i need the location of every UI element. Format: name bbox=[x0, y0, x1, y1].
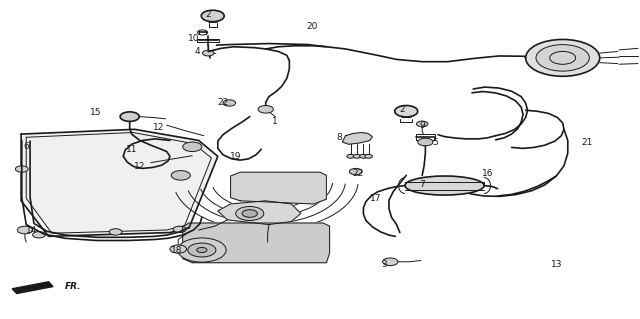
Circle shape bbox=[172, 171, 190, 180]
Circle shape bbox=[383, 258, 398, 266]
Text: 10: 10 bbox=[188, 34, 199, 43]
Circle shape bbox=[201, 10, 224, 22]
Circle shape bbox=[525, 40, 600, 76]
Text: 5: 5 bbox=[432, 137, 438, 146]
Text: 12: 12 bbox=[154, 123, 164, 132]
Circle shape bbox=[353, 154, 361, 158]
Text: 2: 2 bbox=[399, 105, 404, 114]
Text: 2: 2 bbox=[205, 10, 211, 19]
Text: 20: 20 bbox=[307, 22, 318, 31]
Text: 8: 8 bbox=[336, 133, 342, 142]
Text: 15: 15 bbox=[90, 108, 101, 117]
Text: 3: 3 bbox=[381, 260, 387, 270]
Polygon shape bbox=[342, 132, 372, 144]
Text: 12: 12 bbox=[134, 162, 145, 171]
Text: 11: 11 bbox=[126, 145, 138, 154]
Text: 16: 16 bbox=[481, 169, 493, 178]
Circle shape bbox=[33, 232, 45, 238]
Circle shape bbox=[120, 112, 140, 122]
Circle shape bbox=[170, 245, 186, 253]
Polygon shape bbox=[21, 129, 218, 236]
Polygon shape bbox=[182, 223, 330, 263]
Text: 7: 7 bbox=[419, 181, 425, 189]
Text: 17: 17 bbox=[371, 194, 382, 203]
Text: 21: 21 bbox=[581, 137, 593, 146]
Circle shape bbox=[236, 206, 264, 220]
Circle shape bbox=[173, 226, 186, 233]
Ellipse shape bbox=[405, 176, 484, 195]
Circle shape bbox=[15, 166, 28, 172]
Circle shape bbox=[349, 168, 362, 175]
Text: 1: 1 bbox=[273, 117, 278, 126]
Text: 6: 6 bbox=[24, 142, 29, 151]
Polygon shape bbox=[230, 172, 326, 204]
Text: FR.: FR. bbox=[65, 282, 81, 291]
Circle shape bbox=[536, 45, 589, 71]
Circle shape bbox=[258, 106, 273, 113]
Text: 22: 22 bbox=[353, 169, 364, 178]
Text: 13: 13 bbox=[550, 260, 562, 270]
Text: 14: 14 bbox=[26, 226, 37, 234]
Circle shape bbox=[188, 243, 216, 257]
Circle shape bbox=[418, 138, 433, 146]
Circle shape bbox=[109, 229, 122, 235]
Circle shape bbox=[347, 154, 355, 158]
Circle shape bbox=[242, 210, 257, 217]
Circle shape bbox=[417, 121, 428, 127]
Circle shape bbox=[360, 154, 367, 158]
Circle shape bbox=[182, 142, 202, 152]
Circle shape bbox=[365, 154, 372, 158]
Circle shape bbox=[223, 100, 236, 106]
Text: 22: 22 bbox=[218, 99, 228, 108]
Text: 4: 4 bbox=[195, 47, 200, 56]
Text: 9: 9 bbox=[419, 121, 425, 130]
Circle shape bbox=[177, 238, 226, 262]
Polygon shape bbox=[218, 201, 301, 225]
Circle shape bbox=[196, 248, 207, 253]
Text: 19: 19 bbox=[230, 152, 241, 161]
Circle shape bbox=[395, 106, 418, 117]
Text: 18: 18 bbox=[171, 246, 182, 255]
Polygon shape bbox=[12, 282, 53, 293]
Circle shape bbox=[17, 226, 33, 234]
Circle shape bbox=[202, 50, 214, 56]
